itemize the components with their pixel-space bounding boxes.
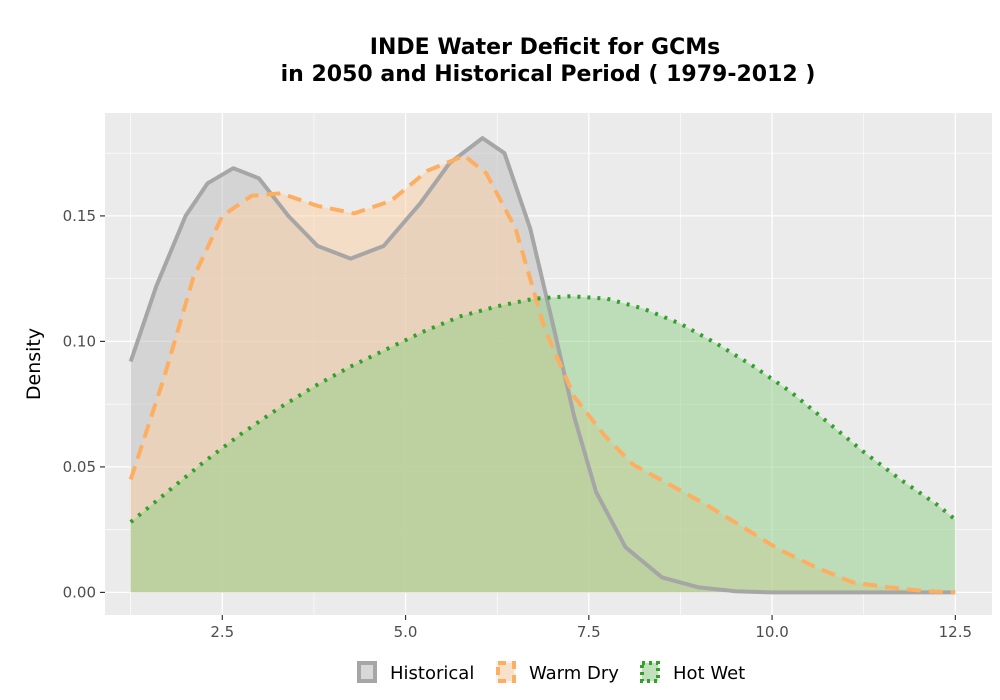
x-tick-label: 12.5 [939, 623, 972, 641]
y-tick-label: 0.10 [63, 332, 96, 350]
y-tick-label: 0.05 [63, 458, 96, 476]
x-tick-label: 2.5 [210, 623, 234, 641]
legend-key-outline [640, 661, 660, 683]
x-tick-label: 5.0 [394, 623, 418, 641]
density-lines [128, 136, 957, 595]
y-tick-label: 0.15 [63, 207, 96, 225]
legend: Historical Warm Dry Hot Wet [357, 661, 745, 684]
legend-label: Historical [390, 663, 474, 684]
x-axis-ticks: 2.5 5.0 7.5 10.0 12.5 [210, 615, 972, 641]
density-areas [130, 138, 956, 593]
legend-item-warm-dry: Warm Dry [496, 661, 619, 684]
y-tick-label: 0.00 [63, 583, 96, 601]
y-axis-ticks: 0.00 0.05 0.10 0.15 [63, 207, 105, 601]
y-axis-title: Density [23, 328, 45, 400]
x-tick-label: 7.5 [577, 623, 601, 641]
hot-wet-area [130, 296, 956, 593]
legend-key-fill [359, 663, 375, 681]
legend-key-outline [357, 661, 377, 683]
legend-item-hot-wet: Hot Wet [640, 661, 745, 684]
warm-dry-line [128, 153, 956, 595]
legend-label: Hot Wet [673, 663, 745, 684]
legend-key-fill [642, 663, 658, 681]
historical-line [128, 136, 956, 595]
legend-key-outline [496, 661, 516, 683]
legend-label: Warm Dry [529, 663, 619, 684]
legend-key-fill [498, 663, 514, 681]
legend-item-historical: Historical [357, 661, 474, 684]
hot-wet-line [129, 294, 957, 524]
chart-title-line-2: in 2050 and Historical Period ( 1979-201… [281, 62, 816, 87]
chart-title-line-1: INDE Water Deficit for GCMs [370, 35, 720, 60]
x-tick-label: 10.0 [755, 623, 788, 641]
